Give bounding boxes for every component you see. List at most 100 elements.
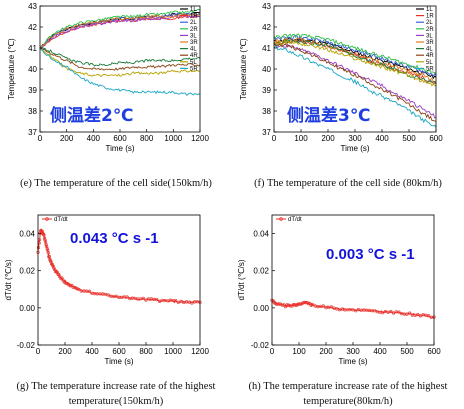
series-marker-dT/dt <box>87 289 91 293</box>
series-marker-dT/dt <box>391 311 396 315</box>
y-tick-label: 0.04 <box>253 230 269 239</box>
legend-label: 2R <box>426 27 434 33</box>
panel-f: 0 100 200 300 400 500 600 37 38 39 40 41 42 43 Time (s… <box>232 0 464 204</box>
legend-label: 2L <box>426 20 433 26</box>
x-axis-label: Time (s) <box>340 144 369 153</box>
series-marker-dT/dt <box>351 308 355 312</box>
x-tick-label: 300 <box>346 347 360 356</box>
series-line-5L <box>39 47 201 77</box>
caption-e: (e) The temperature of the cell side(150… <box>20 178 212 189</box>
series-marker-dT/dt <box>44 242 48 247</box>
series-marker-dT/dt <box>42 236 47 240</box>
series-marker-dT/dt <box>141 296 145 300</box>
x-tick-label: 200 <box>58 347 72 356</box>
legend-label: 3L <box>190 33 197 39</box>
x-tick-label: 400 <box>85 347 99 356</box>
series-marker-dT/dt <box>49 262 54 266</box>
y-tick-label: 38 <box>262 107 271 116</box>
series-marker-dT/dt <box>43 238 47 242</box>
series-marker-dT/dt <box>288 304 293 308</box>
x-tick-label: 0 <box>36 347 41 356</box>
x-tick-label: 0 <box>272 134 277 143</box>
series-marker-dT/dt <box>157 299 162 303</box>
x-tick-label: 100 <box>292 347 306 356</box>
series-marker-dT/dt <box>413 313 417 317</box>
series-marker-dT/dt <box>283 305 288 309</box>
legend-label: 1R <box>426 14 434 20</box>
annotation-text: 0.003 °C s -1 <box>326 246 415 263</box>
series-marker-dT/dt <box>275 302 280 306</box>
annotation-text: 0.043 °C s -1 <box>70 230 159 247</box>
series-marker-dT/dt <box>57 273 61 277</box>
series-marker-dT/dt <box>280 303 284 307</box>
series-marker-dT/dt <box>40 229 44 234</box>
x-tick-label: 500 <box>400 347 414 356</box>
series-marker-dT/dt <box>49 259 53 264</box>
series-marker-dT/dt <box>427 314 431 318</box>
x-tick-label: 200 <box>321 134 335 143</box>
legend-label: 3R <box>426 40 434 46</box>
y-tick-label: 41 <box>28 44 37 53</box>
y-tick-label: 0.00 <box>253 304 269 313</box>
series-marker-dT/dt <box>418 314 423 318</box>
x-tick-label: 800 <box>139 347 153 356</box>
series-line-4L <box>39 46 201 67</box>
series-marker-dT/dt <box>125 295 129 299</box>
y-tick-label: 39 <box>262 86 271 95</box>
legend-label: 3L <box>426 33 433 39</box>
series-marker-dT/dt <box>76 287 81 291</box>
x-tick-label: 1000 <box>164 134 182 143</box>
series-line-3R <box>39 13 201 48</box>
legend-marker <box>45 217 49 221</box>
y-tick-label: 42 <box>28 23 37 32</box>
panel-g: 0 200 400 600 800 1000 1200 -0.02 0.00 0.02 0.04 Ti… <box>0 205 232 409</box>
panel-h: 0 100 200 300 400 500 600 -0.02 0.00 0.02 0.04 Time… <box>232 205 464 409</box>
y-axis-label: dT/dt (℃/s) <box>237 259 246 300</box>
series-marker-dT/dt <box>321 304 325 308</box>
series-marker-dT/dt <box>68 284 72 288</box>
legend-label: 4L <box>426 47 433 53</box>
y-axis-label: Temperature (℃) <box>7 38 16 100</box>
series-marker-dT/dt <box>354 309 358 313</box>
legend-label: 4R <box>190 53 198 59</box>
x-tick-label: 400 <box>373 347 387 356</box>
y-axis-label: Temperature (℃) <box>239 38 248 100</box>
series-marker-dT/dt <box>46 251 50 255</box>
series-line-3L <box>273 43 437 119</box>
x-tick-label: 500 <box>402 134 416 143</box>
series-marker-dT/dt <box>285 303 289 307</box>
series-marker-dT/dt <box>306 302 311 306</box>
x-tick-label: 200 <box>319 347 333 356</box>
x-tick-label: 1200 <box>191 134 209 143</box>
series-marker-dT/dt <box>106 293 110 297</box>
series-marker-dT/dt <box>190 301 194 305</box>
x-tick-label: 400 <box>87 134 101 143</box>
x-tick-label: 600 <box>429 134 443 143</box>
series-marker-dT/dt <box>304 301 308 305</box>
caption-f: (f) The temperature of the cell side (80… <box>254 178 442 189</box>
series-line-2L <box>39 12 201 49</box>
caption-g-line2: temperature(150km/h) <box>68 396 164 407</box>
series-marker-dT/dt <box>310 302 315 307</box>
series-marker-dT/dt <box>282 303 286 307</box>
y-tick-label: -0.02 <box>251 341 270 350</box>
chart-e: 0 200 400 600 800 1000 1200 37 38 39 40 41 42 43 Time … <box>7 2 209 153</box>
x-axis-label: Time (s) <box>105 144 134 153</box>
y-tick-label: 0.00 <box>19 304 35 313</box>
series-marker-dT/dt <box>389 309 393 314</box>
x-tick-label: 300 <box>348 134 362 143</box>
series-line-1R <box>273 39 437 85</box>
series-line-5R <box>273 45 437 129</box>
series-marker-dT/dt <box>277 302 281 306</box>
x-tick-label: 600 <box>113 134 127 143</box>
series-marker-dT/dt <box>114 294 118 298</box>
annotation-text: 侧温差3℃ <box>287 105 370 126</box>
y-tick-label: 38 <box>28 107 37 116</box>
legend-label: 5L <box>426 60 433 66</box>
caption-g-line1: (g) The temperature increase rate of the… <box>16 381 216 392</box>
x-axis-label: Time (s) <box>338 357 367 366</box>
y-tick-label: 42 <box>262 23 271 32</box>
caption-h-line2: temperature(80km/h) <box>303 396 393 407</box>
series-marker-dT/dt <box>397 310 401 314</box>
y-tick-label: 43 <box>28 2 37 11</box>
